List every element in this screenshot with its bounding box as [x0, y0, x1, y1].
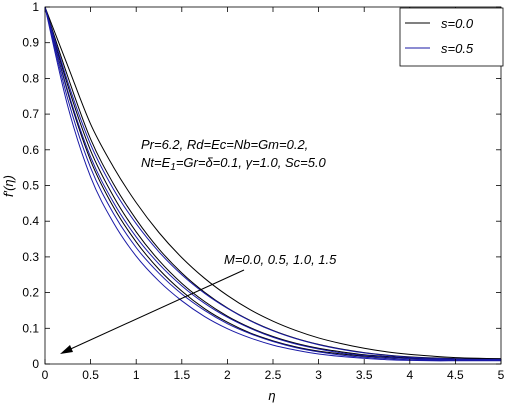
- y-tick-label: 0.7: [22, 107, 39, 121]
- series-line-s05-5: [44, 6, 502, 361]
- parameter-annotation-line-2: Nt=E1=Gr=δ=0.1, γ=1.0, Sc=5.0: [141, 155, 327, 173]
- x-tick-label: 4.5: [447, 368, 464, 382]
- y-tick-label: 0.9: [22, 36, 39, 50]
- y-tick-label: 0.4: [22, 214, 39, 228]
- y-tick-label: 1: [32, 0, 39, 14]
- x-tick-label: 2.5: [265, 368, 282, 382]
- arrow-annotation-label: M=0.0, 0.5, 1.0, 1.5: [224, 252, 337, 267]
- trend-arrow-head: [60, 345, 73, 354]
- y-tick-label: 0.5: [22, 179, 39, 193]
- y-tick-label: 0.6: [22, 143, 39, 157]
- y-axis-label: f′(η): [1, 175, 16, 197]
- x-tick-label: 2: [224, 368, 231, 382]
- series-line-s05-4: [44, 6, 502, 360]
- series-line-s05-7: [44, 6, 501, 362]
- x-tick-label: 0: [42, 368, 49, 382]
- x-tick-label: 5: [498, 368, 505, 382]
- legend-box: [399, 7, 504, 67]
- trend-arrow-shaft: [63, 269, 245, 353]
- x-tick-label: 1.5: [173, 368, 190, 382]
- legend-label-s0: s=0.0: [441, 16, 474, 31]
- x-axis-ticks: 0 0.5 1 1.5 2 2.5 3 3.5 4 4.5 5: [42, 7, 505, 382]
- y-tick-label: 0: [32, 357, 39, 371]
- y-tick-label: 0.2: [22, 286, 39, 300]
- y-tick-label: 0.1: [22, 321, 39, 335]
- x-tick-label: 1: [133, 368, 140, 382]
- x-axis-label: η: [268, 388, 275, 403]
- y-tick-label: 0.3: [22, 250, 39, 264]
- x-tick-label: 3.5: [356, 368, 373, 382]
- parameter-annotation-line-1: Pr=6.2, Rd=Ec=Nb=Gm=0.2,: [141, 137, 308, 152]
- x-tick-label: 0.5: [82, 368, 99, 382]
- y-tick-label: 0.8: [22, 71, 39, 85]
- series-layer: [44, 6, 502, 362]
- legend: s=0.0 s=0.5: [399, 7, 504, 67]
- series-line-s05-6: [44, 6, 501, 361]
- series-line-s0-0: [44, 6, 502, 360]
- x-tick-label: 3: [315, 368, 322, 382]
- legend-label-s05: s=0.5: [441, 41, 474, 56]
- x-tick-label: 4: [406, 368, 413, 382]
